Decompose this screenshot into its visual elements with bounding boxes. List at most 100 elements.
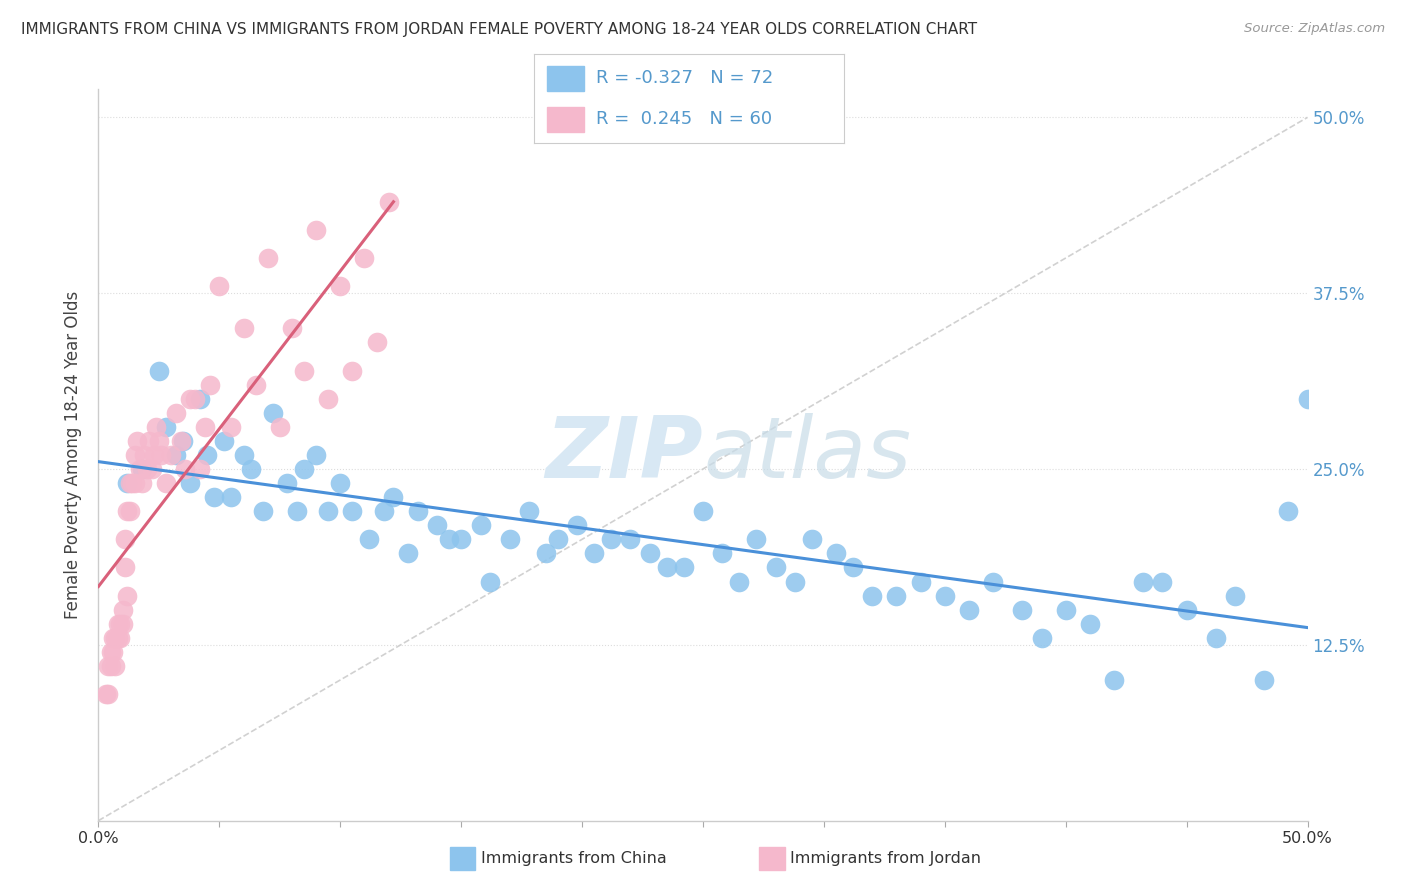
Point: [316, 392, 339, 406]
Point: [567, 518, 589, 533]
Point: [141, 462, 163, 476]
Point: [285, 504, 308, 518]
Point: [148, 363, 170, 377]
Point: [131, 462, 153, 476]
Point: [396, 546, 419, 560]
Point: [353, 251, 375, 265]
Point: [329, 279, 352, 293]
Point: [232, 321, 254, 335]
Point: [269, 419, 291, 434]
Point: [1078, 616, 1101, 631]
Text: R =  0.245   N = 60: R = 0.245 N = 60: [596, 110, 772, 128]
Point: [107, 631, 129, 645]
Point: [886, 589, 908, 603]
Point: [382, 490, 405, 504]
Point: [342, 504, 364, 518]
Point: [124, 448, 146, 462]
Point: [100, 645, 122, 659]
Point: [108, 616, 131, 631]
Point: [108, 631, 131, 645]
Point: [981, 574, 1004, 589]
Point: [406, 504, 429, 518]
Point: [184, 392, 207, 406]
Point: [252, 504, 274, 518]
Point: [470, 518, 492, 533]
Point: [1031, 631, 1053, 645]
Point: [155, 419, 177, 434]
Point: [127, 434, 149, 448]
Text: Source: ZipAtlas.com: Source: ZipAtlas.com: [1244, 22, 1385, 36]
Point: [221, 419, 243, 434]
Point: [124, 476, 146, 491]
Text: Immigrants from China: Immigrants from China: [481, 852, 666, 866]
Point: [276, 476, 298, 491]
Text: Immigrants from Jordan: Immigrants from Jordan: [790, 852, 981, 866]
Point: [117, 589, 139, 603]
Point: [583, 546, 606, 560]
Point: [1132, 574, 1154, 589]
Point: [117, 476, 139, 491]
Point: [1277, 504, 1299, 518]
Point: [366, 335, 388, 350]
Point: [305, 448, 328, 462]
Bar: [547, 66, 583, 91]
Point: [104, 659, 127, 673]
Point: [498, 533, 520, 547]
Point: [437, 533, 460, 547]
Point: [97, 687, 120, 701]
Point: [1253, 673, 1275, 687]
Point: [281, 321, 304, 335]
Point: [1054, 602, 1077, 616]
Point: [174, 462, 197, 476]
Point: [342, 363, 364, 377]
Point: [128, 462, 150, 476]
Point: [517, 504, 540, 518]
Point: [150, 448, 173, 462]
Point: [101, 631, 124, 645]
Point: [114, 533, 136, 547]
Point: [638, 546, 661, 560]
Point: [169, 434, 191, 448]
Point: [204, 490, 226, 504]
Point: [1296, 392, 1319, 406]
Point: [957, 602, 980, 616]
Point: [600, 533, 623, 547]
Point: [111, 602, 134, 616]
Point: [114, 560, 136, 574]
Point: [256, 251, 278, 265]
Point: [145, 419, 167, 434]
Text: R = -0.327   N = 72: R = -0.327 N = 72: [596, 69, 773, 87]
Point: [208, 279, 231, 293]
Point: [534, 546, 557, 560]
Point: [188, 392, 211, 406]
Point: [143, 448, 166, 462]
Point: [232, 448, 254, 462]
Point: [121, 476, 143, 491]
Point: [198, 377, 221, 392]
Point: [783, 574, 806, 589]
Point: [329, 476, 352, 491]
Point: [711, 546, 734, 560]
Point: [860, 589, 883, 603]
Bar: [547, 107, 583, 132]
Point: [172, 434, 194, 448]
Point: [134, 448, 156, 462]
Point: [118, 504, 141, 518]
Point: [800, 533, 823, 547]
Point: [195, 448, 218, 462]
Point: [262, 406, 284, 420]
Point: [138, 434, 160, 448]
Point: [165, 406, 187, 420]
Point: [450, 533, 472, 547]
Point: [94, 687, 117, 701]
Point: [1011, 602, 1033, 616]
Point: [745, 533, 768, 547]
Point: [842, 560, 865, 574]
Point: [1175, 602, 1198, 616]
Point: [728, 574, 751, 589]
Point: [692, 504, 714, 518]
Point: [221, 490, 243, 504]
Text: ZIP: ZIP: [546, 413, 703, 497]
Point: [160, 448, 183, 462]
Point: [292, 363, 315, 377]
